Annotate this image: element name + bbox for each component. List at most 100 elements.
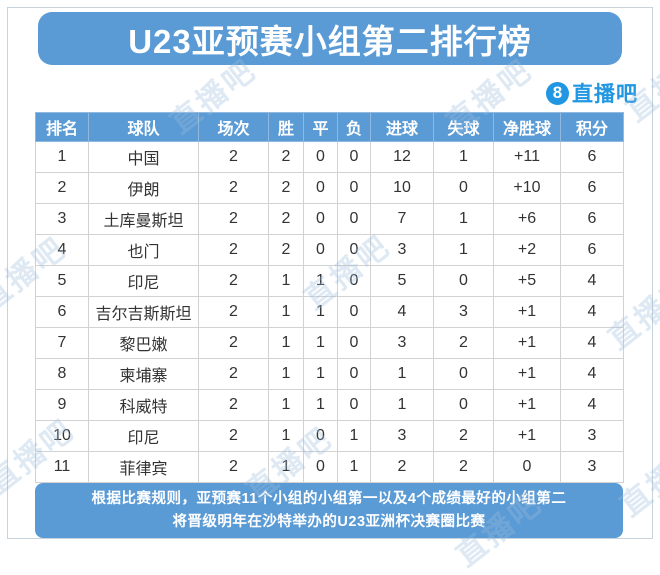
cell: 1 — [268, 358, 304, 390]
cell: 中国 — [88, 141, 199, 173]
cell: 1 — [268, 327, 304, 359]
cell: 2 — [198, 296, 269, 328]
cell: 1 — [337, 451, 371, 483]
cell: 2 — [198, 203, 269, 235]
cell: +1 — [493, 296, 561, 328]
cell: 0 — [433, 172, 494, 204]
cell: 0 — [433, 389, 494, 421]
cell: 2 — [433, 451, 494, 483]
cell: 0 — [303, 141, 338, 173]
cell: +11 — [493, 141, 561, 173]
cell: 2 — [198, 141, 269, 173]
cell: 2 — [268, 172, 304, 204]
cell: 0 — [303, 420, 338, 452]
cell: 0 — [493, 451, 561, 483]
cell: 2 — [268, 234, 304, 266]
cell: 0 — [337, 327, 371, 359]
zhibo8-logo-text: 直播吧 — [572, 83, 638, 106]
cell: 2 — [198, 234, 269, 266]
cell: 1 — [433, 141, 494, 173]
cell: 2 — [198, 265, 269, 297]
cell: +1 — [493, 389, 561, 421]
column-header: 失球 — [433, 112, 494, 142]
cell: +5 — [493, 265, 561, 297]
table-row: 8 柬埔寨 2 1 1 0 1 0 +1 4 — [35, 358, 624, 390]
cell: 0 — [337, 265, 371, 297]
cell: 1 — [303, 265, 338, 297]
cell: 1 — [268, 389, 304, 421]
table-row: 1 中国 2 2 0 0 12 1 +11 6 — [35, 141, 624, 173]
table-row: 6 吉尔吉斯斯坦 2 1 1 0 4 3 +1 4 — [35, 296, 624, 328]
cell: 4 — [560, 389, 624, 421]
cell: 6 — [35, 296, 89, 328]
cell: 1 — [433, 203, 494, 235]
cell: 1 — [35, 141, 89, 173]
cell: 3 — [560, 451, 624, 483]
footer-note: 根据比赛规则，亚预赛11个小组的小组第一以及4个成绩最好的小组第二 将晋级明年在… — [35, 483, 623, 538]
table-row: 9 科威特 2 1 1 0 1 0 +1 4 — [35, 389, 624, 421]
table-row: 10 印尼 2 1 0 1 3 2 +1 3 — [35, 420, 624, 452]
cell: 3 — [370, 327, 434, 359]
cell: 12 — [370, 141, 434, 173]
table-header-row: 排名 球队 场次胜平负进球 失球 净胜球 积分 — [35, 112, 624, 142]
cell: 0 — [337, 141, 371, 173]
table-row: 7 黎巴嫩 2 1 1 0 3 2 +1 4 — [35, 327, 624, 359]
standings-table: 排名 球队 场次胜平负进球 失球 净胜球 积分 1 中国 2 2 0 0 12 1 +11 6 2 伊朗 2 2 0 0… — [35, 112, 624, 483]
column-header: 排名 — [35, 112, 89, 142]
cell: 土库曼斯坦 — [88, 203, 199, 235]
cell: 2 — [198, 172, 269, 204]
zhibo8-logo: 8 直播吧 — [546, 78, 638, 108]
cell: 9 — [35, 389, 89, 421]
cell: 印尼 — [88, 265, 199, 297]
cell: 2 — [268, 203, 304, 235]
cell: 11 — [35, 451, 89, 483]
cell: +1 — [493, 420, 561, 452]
cell: 柬埔寨 — [88, 358, 199, 390]
cell: +1 — [493, 358, 561, 390]
cell: 3 — [35, 203, 89, 235]
cell: 2 — [268, 141, 304, 173]
cell: 4 — [370, 296, 434, 328]
cell: 1 — [433, 234, 494, 266]
cell: 0 — [433, 265, 494, 297]
cell: 1 — [303, 296, 338, 328]
cell: 8 — [35, 358, 89, 390]
table-row: 4 也门 2 2 0 0 3 1 +2 6 — [35, 234, 624, 266]
cell: 2 — [35, 172, 89, 204]
cell: 3 — [370, 420, 434, 452]
cell: 2 — [370, 451, 434, 483]
cell: 1 — [268, 296, 304, 328]
cell: 2 — [198, 451, 269, 483]
cell: 2 — [198, 389, 269, 421]
cell: 1 — [370, 389, 434, 421]
cell: 3 — [560, 420, 624, 452]
cell: 0 — [337, 234, 371, 266]
cell: 2 — [198, 420, 269, 452]
cell: 10 — [35, 420, 89, 452]
cell: +2 — [493, 234, 561, 266]
cell: 1 — [370, 358, 434, 390]
column-header: 平 — [303, 112, 338, 142]
cell: 0 — [303, 234, 338, 266]
cell: 伊朗 — [88, 172, 199, 204]
cell: 4 — [560, 327, 624, 359]
cell: 0 — [303, 451, 338, 483]
cell: 1 — [303, 327, 338, 359]
cell: 2 — [198, 358, 269, 390]
column-header: 场次 — [198, 112, 269, 142]
cell: 0 — [337, 296, 371, 328]
cell: 3 — [433, 296, 494, 328]
column-header: 净胜球 — [493, 112, 561, 142]
cell: 2 — [433, 420, 494, 452]
cell: 1 — [303, 389, 338, 421]
page-title: U23亚预赛小组第二排行榜 — [128, 22, 532, 60]
cell: 0 — [337, 172, 371, 204]
cell: +10 — [493, 172, 561, 204]
footer-line-1: 根据比赛规则，亚预赛11个小组的小组第一以及4个成绩最好的小组第二 — [91, 490, 567, 507]
cell: 5 — [35, 265, 89, 297]
cell: 10 — [370, 172, 434, 204]
cell: 4 — [35, 234, 89, 266]
column-header: 负 — [337, 112, 371, 142]
cell: 0 — [303, 172, 338, 204]
cell: 3 — [370, 234, 434, 266]
